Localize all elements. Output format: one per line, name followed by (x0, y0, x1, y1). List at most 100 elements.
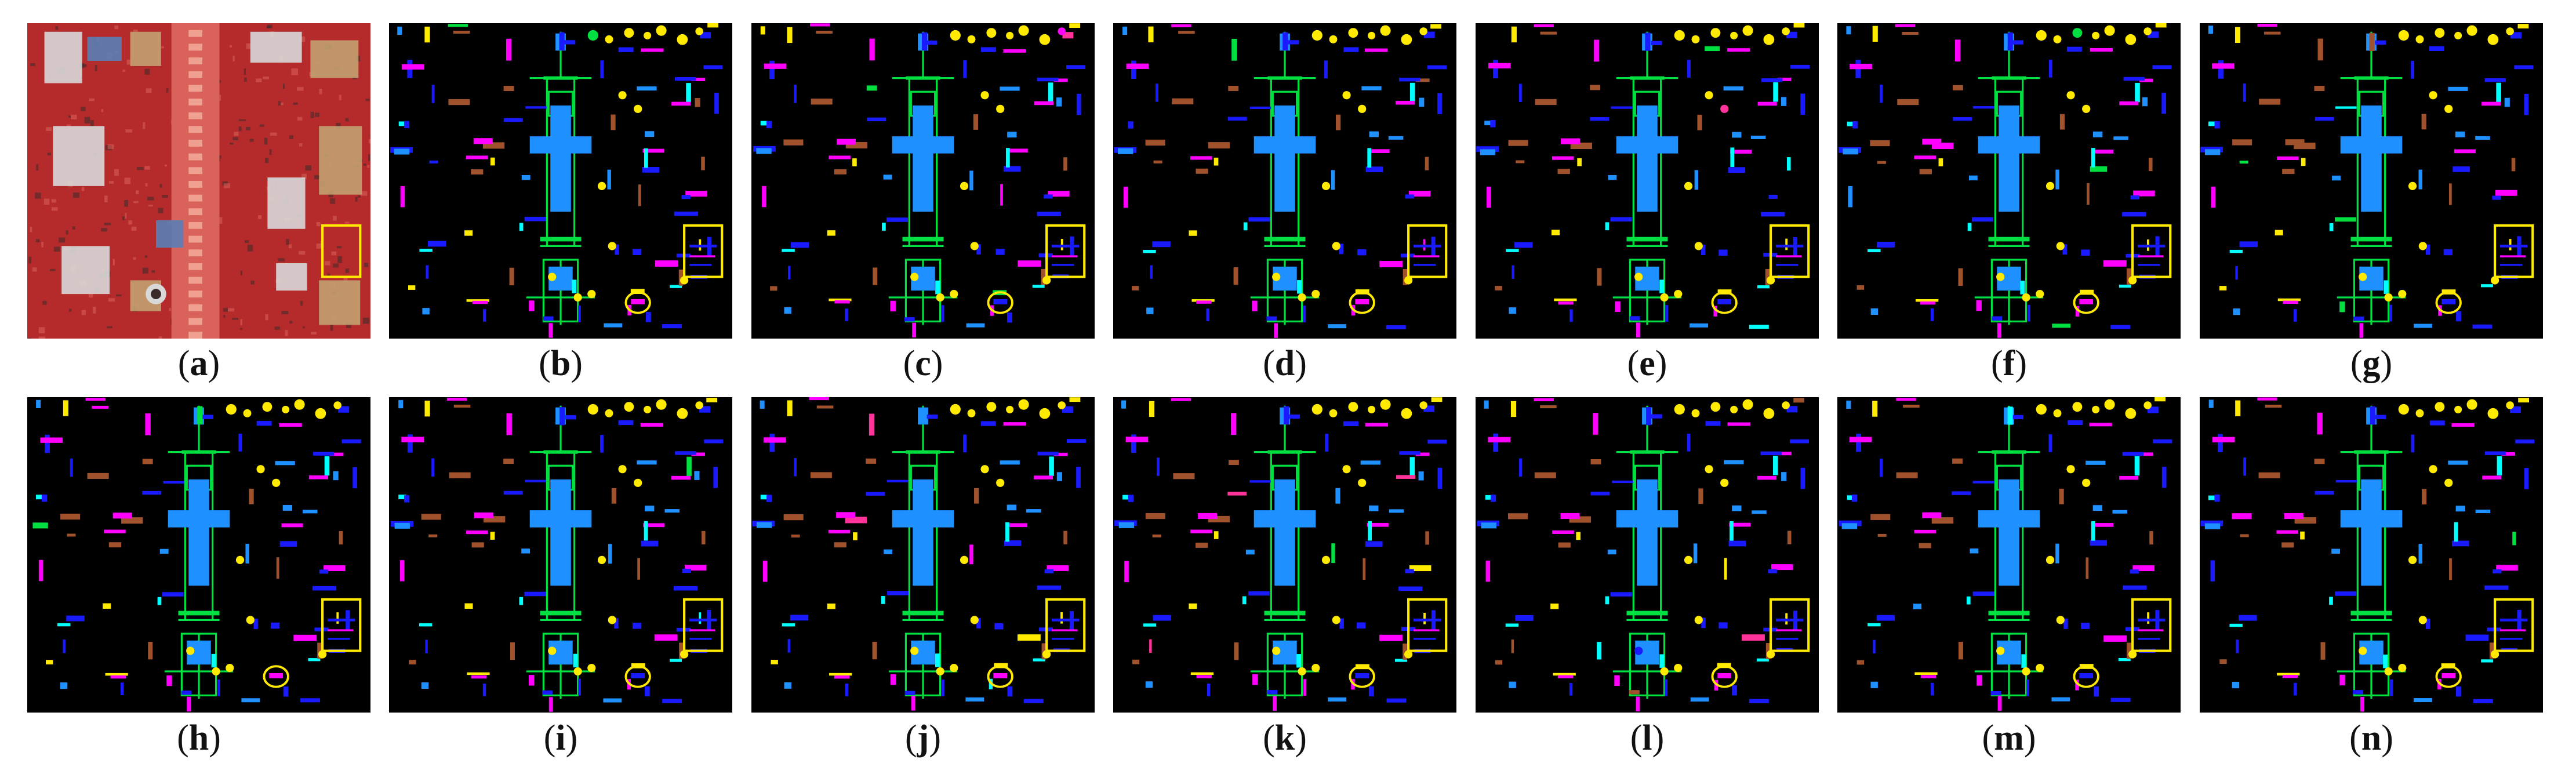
building (1519, 458, 1523, 477)
texture-speck (265, 157, 269, 163)
building (1873, 639, 1876, 654)
building (763, 437, 786, 443)
yellow-blob (967, 35, 976, 43)
building (2465, 634, 2489, 641)
building (1846, 400, 1851, 409)
texture-speck (146, 88, 152, 93)
building (503, 490, 523, 495)
building (769, 434, 775, 452)
building (1069, 23, 1081, 28)
building (2418, 544, 2422, 564)
building (425, 639, 428, 653)
building (1409, 82, 1415, 103)
building (1849, 437, 1872, 442)
yellow-blob (548, 646, 557, 655)
panel-b-classification-map (389, 23, 732, 339)
building (2375, 415, 2386, 419)
texture-speck (223, 308, 228, 312)
building (644, 521, 648, 541)
building (1749, 699, 1769, 703)
building (1954, 39, 1961, 62)
building (1757, 101, 1777, 106)
yellow-blob (986, 28, 997, 38)
building (1365, 423, 1389, 427)
building (2456, 311, 2461, 322)
yellow-blob (936, 293, 944, 302)
building (1557, 169, 1570, 175)
building (644, 131, 655, 137)
building (883, 175, 892, 180)
building (670, 659, 682, 662)
building (448, 24, 468, 27)
building (1233, 267, 1238, 285)
building (1484, 400, 1489, 409)
texture-speck (256, 78, 262, 82)
building (852, 158, 857, 166)
highlight-circle (2435, 291, 2462, 314)
yellow-blob (1272, 272, 1281, 281)
building (2512, 532, 2516, 546)
building (2317, 38, 2323, 61)
building (853, 532, 858, 540)
highlight-circle (987, 665, 1013, 688)
yellow-blob (695, 27, 703, 35)
building (1727, 48, 1750, 52)
texture-speck (81, 187, 85, 191)
avenue-marking (188, 112, 202, 119)
building (1196, 300, 1212, 304)
yellow-blob (1311, 30, 1322, 41)
building (1897, 99, 1919, 106)
yellow-blob (2384, 667, 2393, 676)
building (529, 675, 535, 686)
texture-speck (283, 83, 285, 89)
building (2122, 452, 2144, 456)
building (1368, 686, 1374, 697)
yellow-blob (2429, 91, 2437, 100)
building (1576, 532, 1581, 540)
texture-speck (232, 55, 235, 61)
building (1540, 405, 1557, 409)
building (662, 324, 682, 329)
building (120, 682, 124, 695)
building (1431, 397, 1443, 402)
building (482, 683, 486, 696)
yellow-blob (1782, 401, 1790, 409)
building (2092, 523, 2114, 527)
building (1800, 467, 1805, 489)
yellow-blob (2415, 35, 2424, 43)
building (2281, 542, 2294, 548)
texture-speck (316, 221, 321, 227)
caption-b: (b) (539, 344, 583, 383)
building (1481, 522, 1496, 529)
building (1331, 170, 1335, 190)
texture-speck (159, 184, 162, 188)
building (2028, 304, 2030, 322)
yellow-blob (235, 555, 245, 564)
building (2075, 679, 2079, 691)
building (2094, 686, 2099, 697)
building (1190, 529, 1212, 533)
building (1724, 460, 1744, 464)
yellow-blob (2045, 181, 2055, 190)
yellow-blob (644, 405, 652, 413)
avenue-marking (188, 208, 202, 216)
building (521, 175, 531, 180)
building (673, 586, 698, 591)
texture-speck (299, 250, 306, 255)
building-roof (276, 263, 307, 291)
highlight-box (1407, 598, 1448, 652)
building (2448, 460, 2468, 465)
classification-map-svg (2200, 397, 2543, 713)
building (2219, 286, 2227, 290)
texture-speck (293, 102, 298, 105)
yellow-blob (967, 409, 976, 417)
texture-speck (232, 137, 238, 141)
building (421, 514, 441, 520)
building (2130, 195, 2139, 199)
yellow-blob (2398, 290, 2407, 299)
classification-map-svg (1837, 397, 2181, 713)
building (1195, 542, 1208, 548)
building (1007, 504, 1017, 511)
building (1003, 166, 1021, 172)
yellow-blob (2408, 555, 2417, 564)
